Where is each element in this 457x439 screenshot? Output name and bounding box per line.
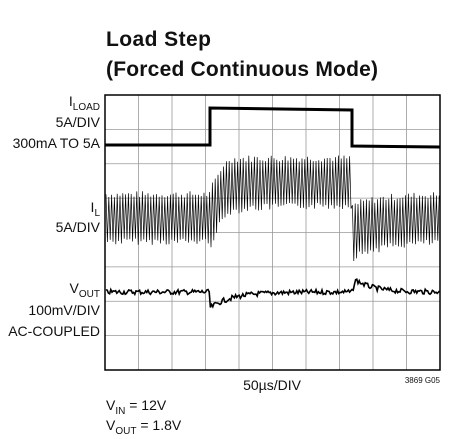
channel-label: ILOAD	[69, 93, 100, 113]
symbol: I	[69, 93, 73, 109]
symbol: I	[91, 199, 95, 215]
channel-scale: 300mA TO 5A	[13, 135, 101, 151]
screen-frame	[104, 94, 441, 371]
timebase: 50µs/DIV	[243, 377, 302, 393]
load-current-trace	[105, 106, 441, 149]
channel-scale: 100mV/DIV	[28, 302, 100, 318]
subscript: IN	[115, 406, 125, 417]
condition-text: = 1.8V	[136, 417, 181, 433]
symbol: V	[106, 397, 116, 413]
symbol: V	[70, 280, 80, 296]
channel-scale: 5A/DIV	[56, 219, 101, 235]
channel-label: VOUT	[70, 280, 100, 300]
inductor-current-trace	[105, 155, 440, 262]
subscript: OUT	[79, 289, 100, 300]
channel-label: IL	[91, 199, 101, 219]
condition: VIN = 12V	[106, 397, 167, 417]
output-voltage-trace	[105, 278, 441, 309]
title: (Forced Continuous Mode)	[106, 58, 378, 81]
condition-text: = 12V	[125, 397, 167, 413]
figure-id: 3869 G05	[405, 376, 441, 385]
subscript: L	[94, 208, 100, 219]
title: Load Step	[106, 28, 211, 51]
symbol: V	[106, 417, 116, 433]
traces	[105, 106, 441, 309]
channel-scale: 5A/DIV	[56, 114, 101, 130]
condition: VOUT = 1.8V	[106, 417, 182, 437]
channel-scale: AC-COUPLED	[8, 323, 100, 339]
subscript: OUT	[115, 426, 136, 437]
subscript: LOAD	[73, 102, 100, 113]
